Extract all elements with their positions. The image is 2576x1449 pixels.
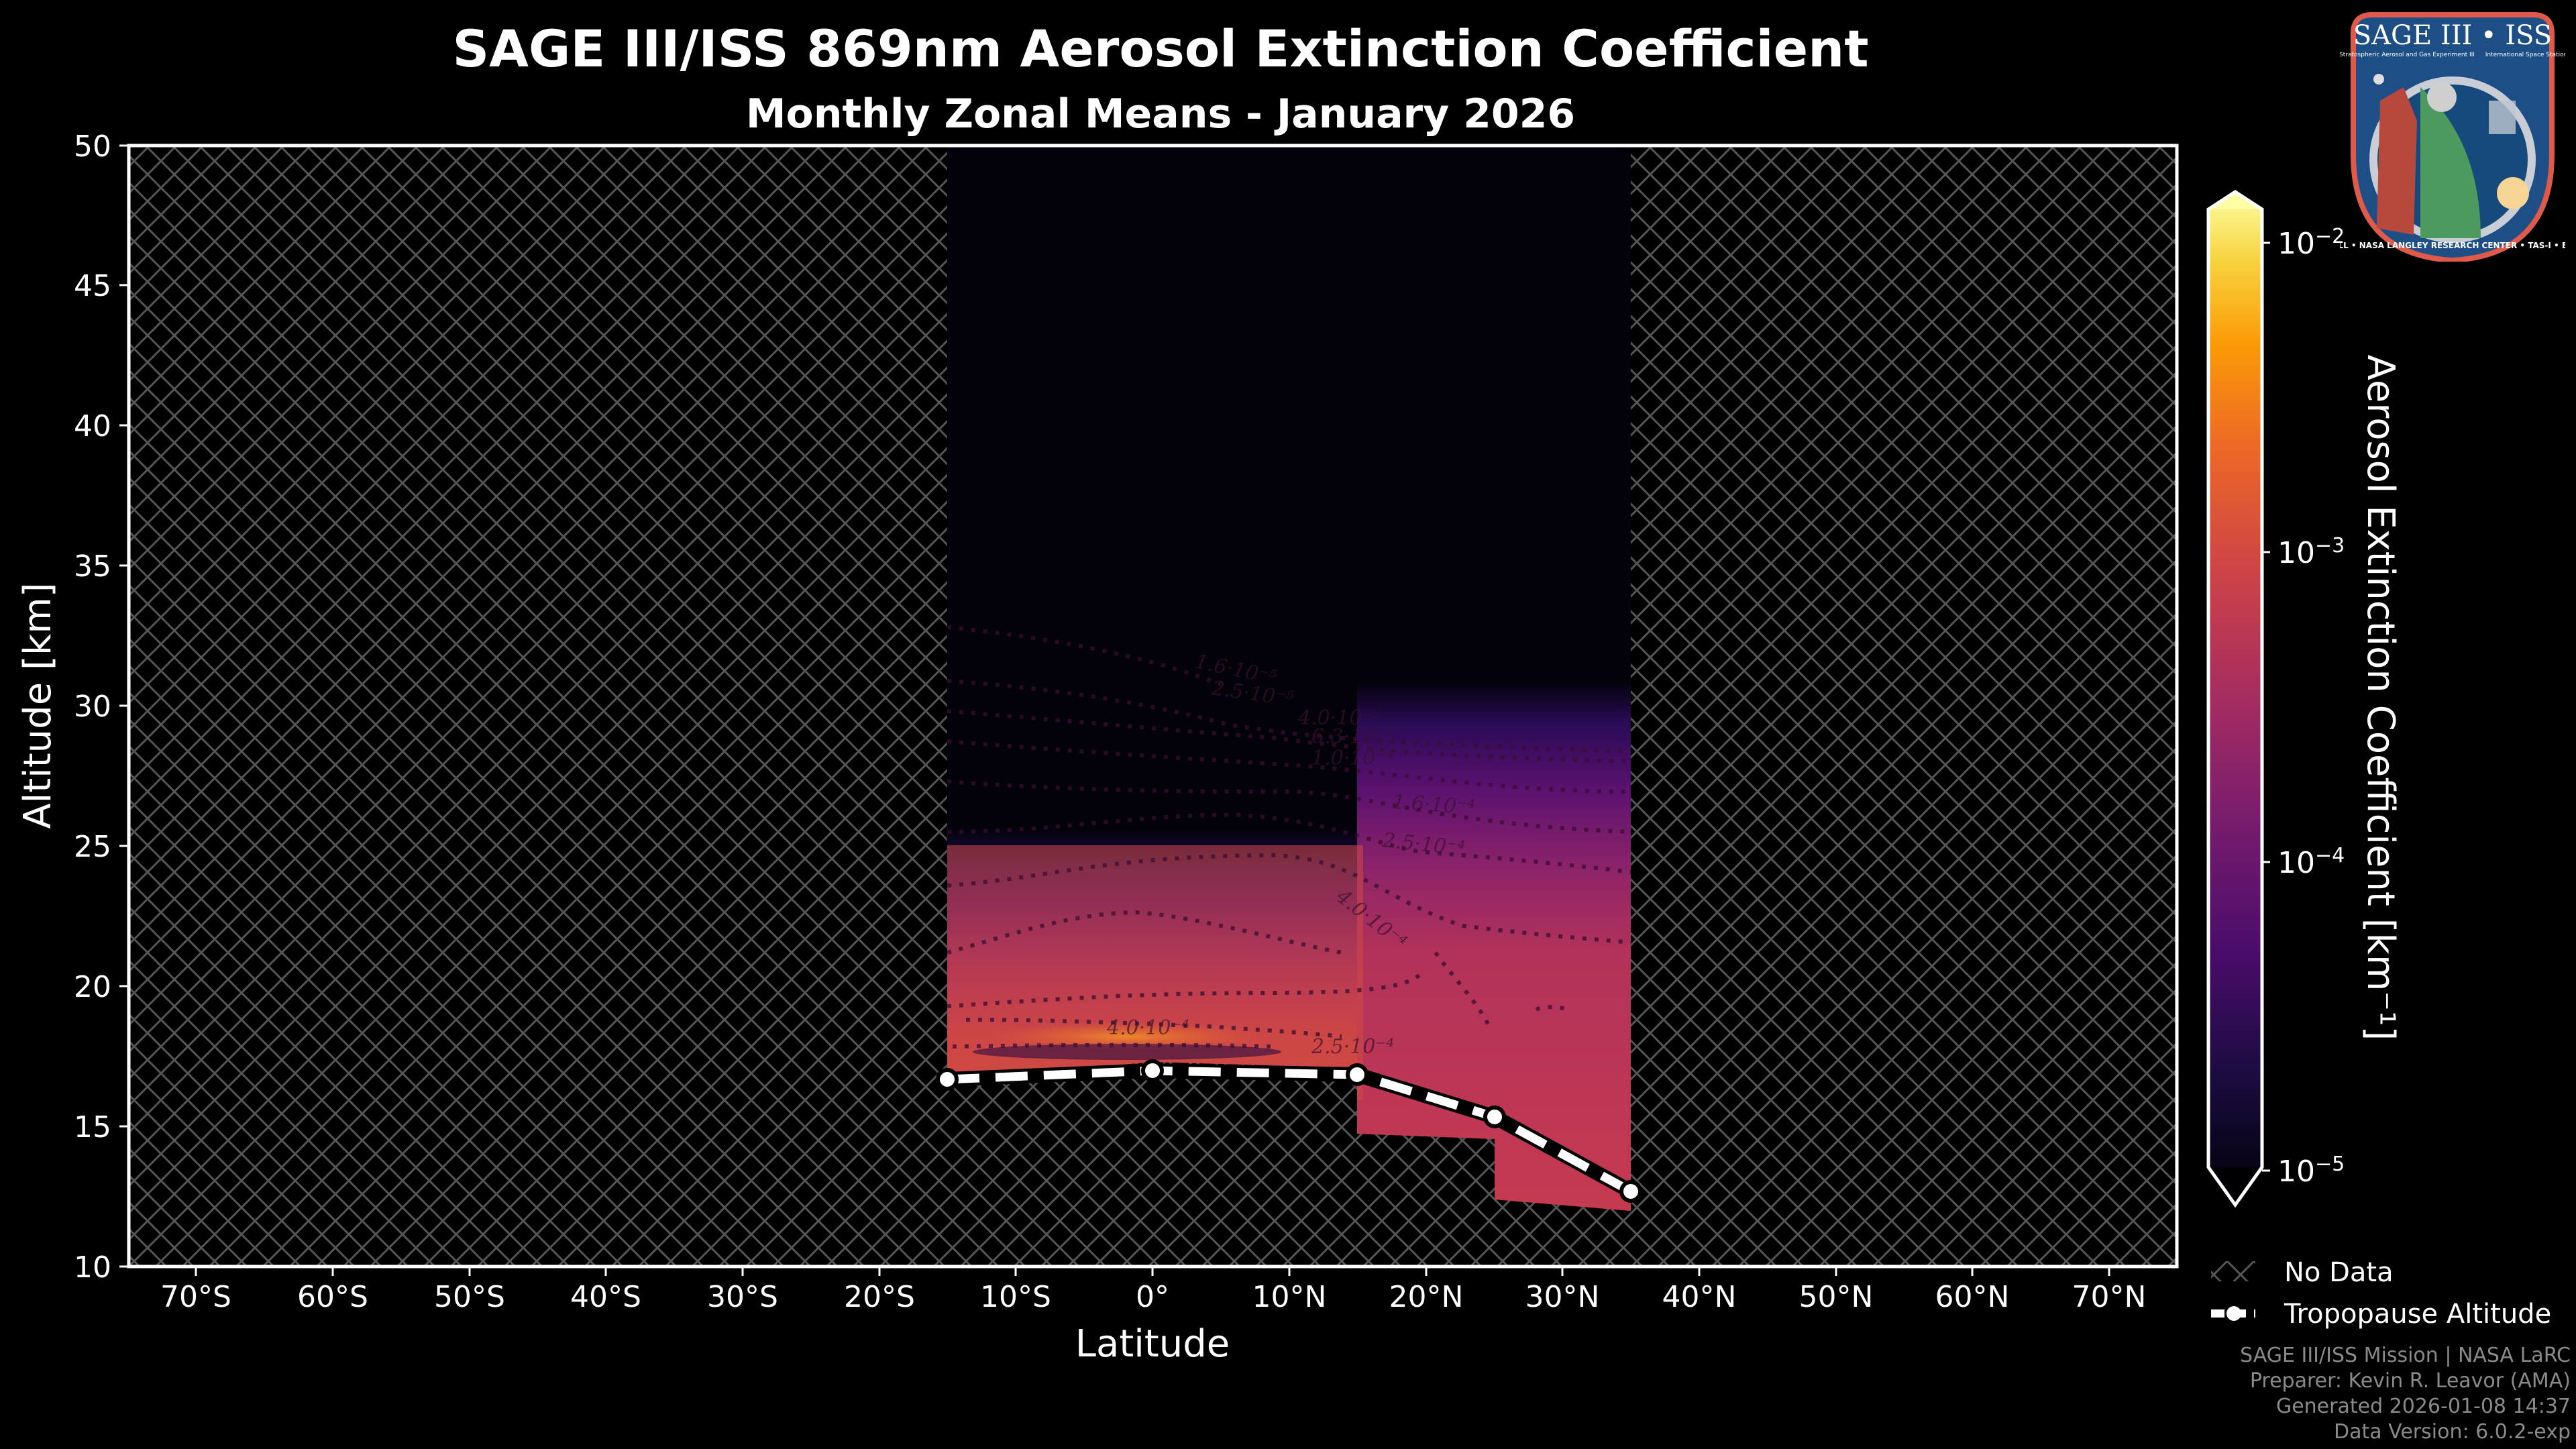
y-tick-label: 35 (74, 549, 111, 584)
contour-label: 4.0·10⁻⁵ (1297, 706, 1381, 730)
x-tick-label: 10°N (1252, 1280, 1327, 1314)
y-tick-label: 10 (74, 1250, 111, 1285)
contour-label: 1.0·10⁻⁴ (1311, 747, 1394, 770)
chart-subtitle: Monthly Zonal Means - January 2026 (745, 91, 1576, 138)
x-tick-label: 20°S (844, 1280, 915, 1314)
colorbar (2206, 190, 2270, 1208)
x-tick-label: 20°N (1389, 1280, 1464, 1314)
contour-label: 1.6·10⁻⁴ (1391, 790, 1475, 820)
logo-caption-right: International Space Station (2485, 52, 2565, 58)
x-axis-label: Latitude (1075, 1322, 1230, 1366)
chart-title: SAGE III/ISS 869nm Aerosol Extinction Co… (452, 19, 1869, 78)
colorbar-tick-label: 10−2 (2277, 225, 2345, 261)
contour-label: 4.0·10⁻⁴ (1106, 1016, 1189, 1040)
y-tick-label: 30 (74, 690, 111, 724)
x-tick-label: 30°N (1525, 1280, 1600, 1314)
x-tick-label: 60°S (297, 1280, 368, 1314)
x-tick-label: 70°S (160, 1280, 231, 1314)
y-tick-label: 40 (74, 409, 111, 443)
tropopause-point (1619, 1180, 1642, 1203)
x-tick-label: 0° (1136, 1280, 1169, 1314)
credits-data-version: Data Version: 6.0.2-exp (2333, 1420, 2571, 1444)
colorbar-tick-label: 10−4 (2277, 844, 2345, 880)
contour-label: 2.5·10⁻⁴ (1311, 1035, 1394, 1059)
credits-preparer: Preparer: Kevin R. Leavor (AMA) (2249, 1369, 2571, 1393)
x-tick-label: 30°S (707, 1280, 778, 1314)
tropopause-point (1141, 1059, 1164, 1082)
colorbar-tick-label: 10−5 (2277, 1152, 2345, 1189)
credits-generated: Generated 2026-01-08 14:37 (2275, 1395, 2571, 1418)
logo-caption-left: Stratospheric Aerosol and Gas Experiment… (2340, 52, 2475, 58)
x-tick-label: 40°S (570, 1280, 641, 1314)
y-tick-label: 25 (74, 830, 111, 864)
credits-block: SAGE III/ISS Mission | NASA LaRC Prepare… (2240, 1343, 2571, 1445)
colorbar-label: Aerosol Extinction Coefficient [km⁻¹] (2359, 355, 2402, 1041)
x-tick-label: 10°S (980, 1280, 1051, 1314)
y-tick-label: 45 (74, 269, 111, 303)
x-tick-label: 40°N (1662, 1280, 1737, 1314)
tropopause-point (936, 1068, 959, 1091)
y-axis (119, 144, 129, 1268)
x-tick-label: 60°N (1935, 1280, 2010, 1314)
tropopause-line (936, 1059, 1642, 1203)
x-axis (195, 1267, 2110, 1276)
hatch-legend-icon (2211, 1261, 2255, 1281)
sage-iii-iss-mission-logo: SAGE III • ISS Stratospheric Aerosol and… (2326, 7, 2576, 264)
y-tick-label: 15 (74, 1110, 111, 1144)
x-tick-label: 70°N (2072, 1280, 2147, 1314)
tropopause-point (1346, 1063, 1368, 1086)
extinction-field (947, 144, 1631, 1211)
credits-mission: SAGE III/ISS Mission | NASA LaRC (2240, 1344, 2571, 1367)
tropopause-point (1483, 1106, 1506, 1128)
logo-ring-text: BALL • NASA LANGLEY RESEARCH CENTER • TA… (2340, 241, 2565, 250)
y-axis-label: Altitude [km] (16, 582, 60, 828)
contour-label: 6.3·10⁻⁵ (1311, 725, 1394, 749)
x-tick-label: 50°S (434, 1280, 505, 1314)
colorbar-tick-label: 10−3 (2277, 534, 2345, 570)
logo-title: SAGE III • ISS (2353, 20, 2552, 51)
legend-no-data: No Data (2284, 1257, 2394, 1288)
legend-tropopause: Tropopause Altitude (2284, 1299, 2551, 1330)
x-tick-label: 50°N (1799, 1280, 1874, 1314)
y-tick-label: 50 (74, 129, 111, 164)
y-tick-label: 20 (74, 970, 111, 1004)
tropopause-legend-icon (2211, 1306, 2255, 1321)
